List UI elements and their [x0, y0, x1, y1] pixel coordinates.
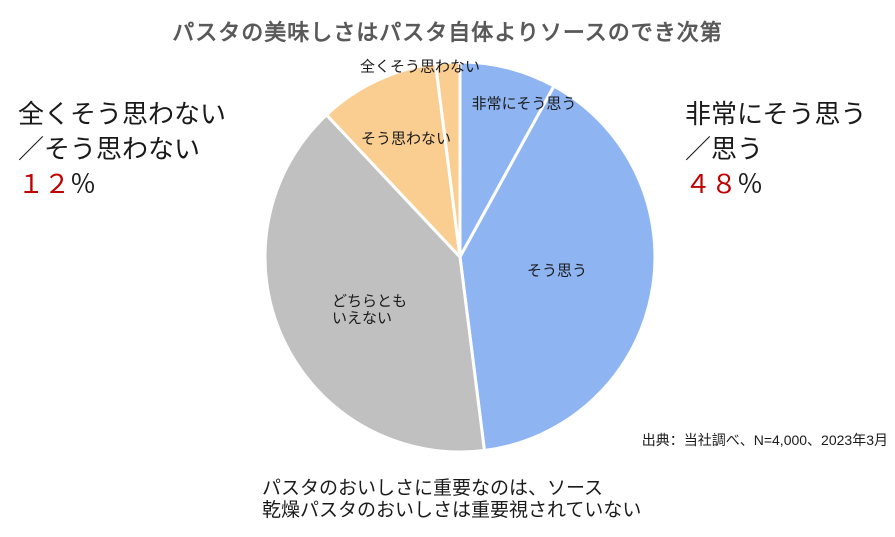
slice-label-neutral-line2: いえない [332, 311, 393, 327]
agree-total-line2: ／思う [685, 135, 764, 164]
slice-label-disagree: そう思わない [360, 131, 452, 148]
pie-slice-2 [263, 113, 486, 454]
agree-total-annotation: 非常にそう思う ／思う ４８％ [685, 97, 866, 202]
pie-slice-3 [325, 62, 462, 259]
agree-percent-unit: ％ [737, 170, 764, 199]
disagree-total-annotation: 全くそう思わない ／そう思わない １２％ [18, 97, 226, 202]
pie-slice-1 [458, 84, 657, 452]
bottom-caption-line1: パスタのおいしさに重要なのは、ソース [262, 478, 604, 499]
chart-title: パスタの美味しさはパスタ自体よりソースのでき次第 [172, 20, 723, 45]
disagree-total-line1: 全くそう思わない [18, 100, 227, 129]
bottom-caption-line2: 乾燥パスタのおいしさは重要視されていない [262, 499, 642, 521]
disagree-total-percent: １２％ [18, 167, 226, 202]
slice-label-neutral: どちらとも いえない [332, 294, 407, 328]
disagree-total-line2: ／そう思わない [18, 135, 201, 164]
pie-slice-4 [434, 60, 462, 259]
slice-label-agree: そう思う [526, 263, 588, 280]
pie-slice-0 [458, 60, 556, 259]
slice-label-neutral-line1: どちらとも [332, 294, 408, 310]
source-note: 出典：当社調べ、N=4,000、2023年3月 [641, 432, 888, 448]
agree-total-line1: 非常にそう思う [685, 100, 867, 129]
slice-label-strongly-agree: 非常にそう思う [471, 96, 577, 113]
slice-label-strongly-disagree: 全くそう思わない [359, 59, 481, 76]
agree-percent-value: ４８ [685, 170, 738, 199]
disagree-percent-unit: ％ [70, 170, 97, 199]
bottom-caption: パスタのおいしさに重要なのは、ソース 乾燥パスタのおいしさは重要視されていない [262, 478, 641, 521]
agree-total-percent: ４８％ [685, 167, 866, 202]
disagree-percent-value: １２ [18, 170, 71, 199]
